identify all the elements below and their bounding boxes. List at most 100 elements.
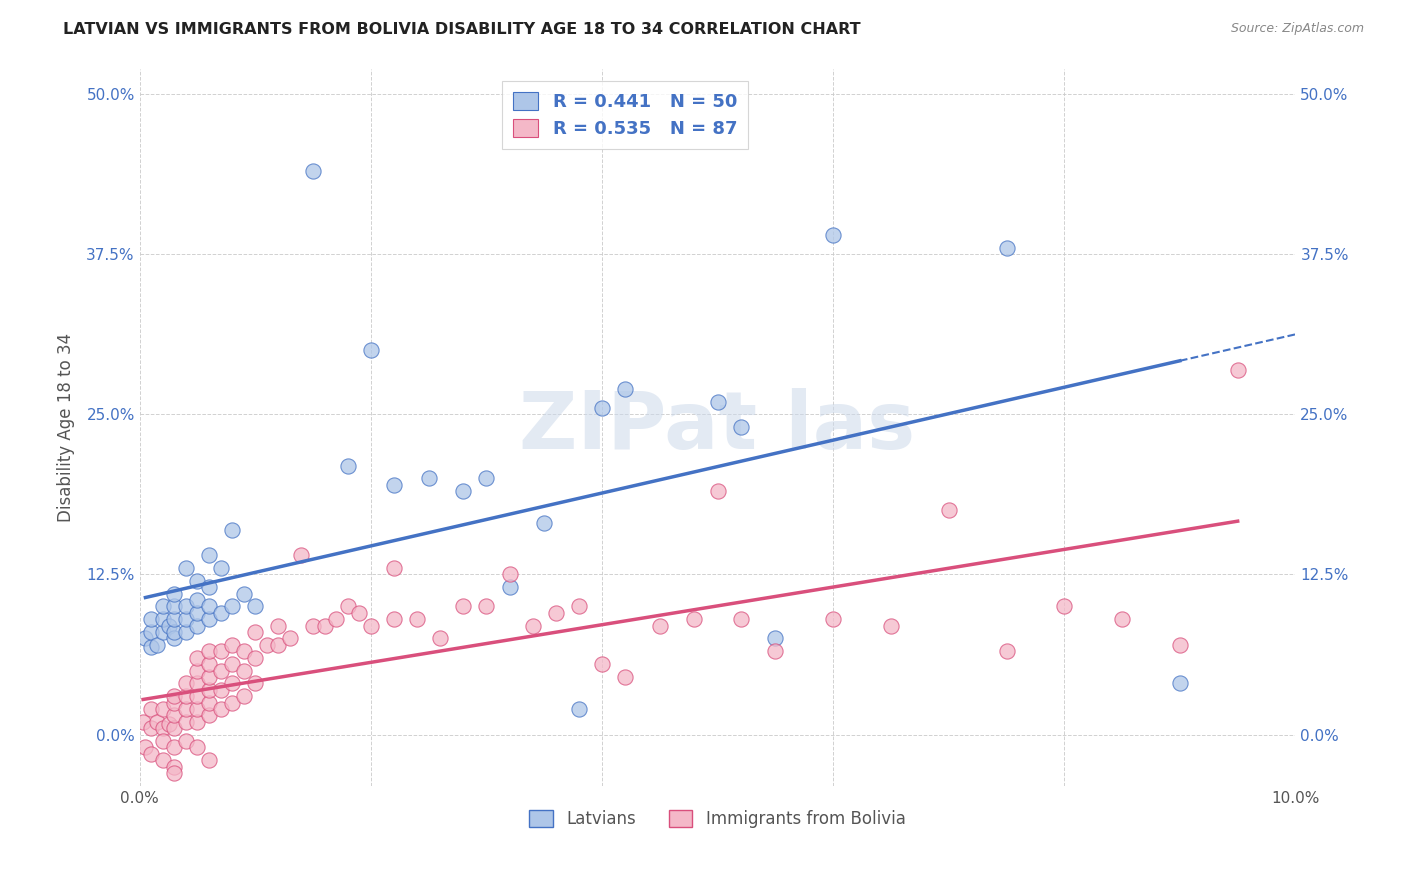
Point [186, 650, 208, 665]
Point [186, 740, 208, 755]
Point [174, 714, 197, 729]
Point [763, 644, 786, 658]
Point [152, 702, 174, 716]
Point [141, 640, 163, 655]
Point [186, 714, 208, 729]
Point [141, 721, 163, 735]
Point [1111, 612, 1133, 626]
Point [267, 618, 290, 632]
Point [614, 382, 637, 396]
Text: Source: ZipAtlas.com: Source: ZipAtlas.com [1230, 22, 1364, 36]
Point [174, 612, 197, 626]
Point [157, 618, 180, 632]
Point [198, 670, 221, 684]
Point [134, 632, 156, 646]
Point [221, 657, 243, 672]
Point [186, 702, 208, 716]
Point [683, 612, 706, 626]
Point [163, 708, 186, 723]
Point [568, 702, 591, 716]
Point [209, 664, 232, 678]
Point [730, 420, 752, 434]
Point [290, 548, 312, 562]
Point [221, 638, 243, 652]
Point [141, 625, 163, 640]
Point [221, 523, 243, 537]
Point [163, 599, 186, 614]
Point [544, 606, 567, 620]
Point [186, 593, 208, 607]
Point [209, 561, 232, 575]
Point [174, 625, 197, 640]
Point [429, 632, 451, 646]
Point [163, 696, 186, 710]
Point [141, 747, 163, 761]
Point [314, 618, 336, 632]
Point [221, 696, 243, 710]
Point [245, 599, 267, 614]
Point [132, 714, 155, 729]
Legend: Latvians, Immigrants from Bolivia: Latvians, Immigrants from Bolivia [523, 804, 912, 835]
Point [278, 632, 301, 646]
Point [706, 484, 728, 499]
Point [209, 682, 232, 697]
Point [267, 638, 290, 652]
Point [198, 548, 221, 562]
Point [163, 759, 186, 773]
Point [174, 561, 197, 575]
Point [1168, 676, 1191, 690]
Point [174, 676, 197, 690]
Point [938, 503, 960, 517]
Point [174, 689, 197, 703]
Point [186, 689, 208, 703]
Point [591, 401, 613, 415]
Point [198, 708, 221, 723]
Point [349, 606, 371, 620]
Point [198, 644, 221, 658]
Point [302, 164, 325, 178]
Point [152, 599, 174, 614]
Point [648, 618, 671, 632]
Point [302, 618, 325, 632]
Point [245, 625, 267, 640]
Point [209, 644, 232, 658]
Point [336, 599, 359, 614]
Point [163, 689, 186, 703]
Point [995, 644, 1018, 658]
Point [163, 587, 186, 601]
Point [245, 650, 267, 665]
Point [382, 612, 405, 626]
Point [591, 657, 613, 672]
Point [209, 702, 232, 716]
Point [163, 632, 186, 646]
Point [152, 753, 174, 767]
Point [163, 612, 186, 626]
Point [232, 689, 254, 703]
Point [152, 721, 174, 735]
Point [198, 657, 221, 672]
Point [198, 612, 221, 626]
Text: ZIPat las: ZIPat las [519, 388, 915, 467]
Point [186, 574, 208, 588]
Point [522, 618, 544, 632]
Point [453, 599, 475, 614]
Point [336, 458, 359, 473]
Point [141, 612, 163, 626]
Point [198, 696, 221, 710]
Point [152, 612, 174, 626]
Point [221, 599, 243, 614]
Point [174, 599, 197, 614]
Point [763, 632, 786, 646]
Point [186, 606, 208, 620]
Point [823, 612, 845, 626]
Point [174, 734, 197, 748]
Point [198, 682, 221, 697]
Point [706, 394, 728, 409]
Point [498, 580, 520, 594]
Point [198, 753, 221, 767]
Point [198, 599, 221, 614]
Point [382, 561, 405, 575]
Point [146, 714, 169, 729]
Point [157, 717, 180, 731]
Point [232, 644, 254, 658]
